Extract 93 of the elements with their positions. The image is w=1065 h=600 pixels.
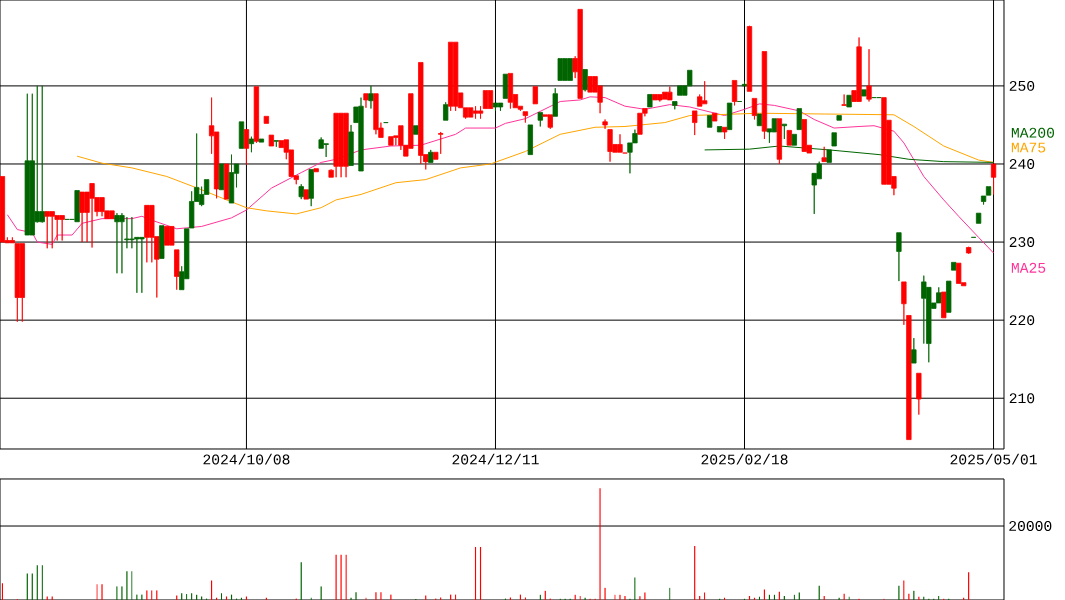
candlestick xyxy=(916,372,922,416)
candlestick xyxy=(263,115,270,124)
candlestick xyxy=(965,246,972,255)
candlestick xyxy=(268,134,274,147)
candlestick xyxy=(443,101,449,121)
candlestick xyxy=(707,115,713,128)
candlestick xyxy=(243,129,250,166)
candlestick xyxy=(975,212,982,224)
y-tick-label: 240 xyxy=(1009,159,1035,169)
candlestick xyxy=(731,80,738,106)
candlestick xyxy=(253,86,260,144)
candlestick xyxy=(527,124,533,155)
x-tick-label: 2025/05/01 xyxy=(950,453,1037,465)
candlestick xyxy=(751,97,758,120)
candlestick xyxy=(482,90,489,109)
candlestick xyxy=(846,94,852,108)
candlestick xyxy=(911,337,917,364)
candlestick xyxy=(418,62,424,165)
series-label: MA25 xyxy=(1011,262,1046,273)
candlestick xyxy=(74,190,80,223)
y-tick-label: 250 xyxy=(1009,80,1035,91)
candlestick xyxy=(741,80,748,87)
candlestick xyxy=(228,154,235,204)
candlestick xyxy=(776,118,783,165)
text: 20000 xyxy=(1009,521,1052,531)
candlestick xyxy=(348,124,354,166)
candlestick xyxy=(941,291,947,319)
candlestick xyxy=(716,126,723,133)
candlestick xyxy=(368,85,374,109)
candlestick xyxy=(0,176,6,243)
y-tick-label: 210 xyxy=(1009,393,1035,404)
candlestick xyxy=(711,112,718,122)
candlestick xyxy=(946,280,952,313)
candlestick xyxy=(248,136,255,153)
candlestick xyxy=(174,249,180,291)
candlestick xyxy=(507,73,514,109)
candlestick xyxy=(477,105,484,120)
y-tick-label: 230 xyxy=(1009,237,1035,248)
candlestick xyxy=(990,163,997,195)
series-label: MA75 xyxy=(1011,142,1046,153)
candlestick xyxy=(487,90,494,109)
candlestick xyxy=(467,107,474,118)
candlestick xyxy=(746,25,753,92)
candlestick xyxy=(896,232,902,282)
text: MA200 xyxy=(1011,127,1055,138)
candlestick xyxy=(647,94,653,108)
candlestick xyxy=(258,138,265,143)
candlestick xyxy=(502,73,509,99)
candlestick xyxy=(413,125,419,135)
candlestick xyxy=(159,225,165,259)
candlestick xyxy=(313,168,319,173)
candlestick xyxy=(781,123,787,140)
candlestick xyxy=(786,130,792,146)
candlestick xyxy=(672,101,678,110)
candlestick xyxy=(428,149,434,163)
candlestick xyxy=(537,112,543,127)
candlestick xyxy=(607,129,613,163)
candlestick xyxy=(303,189,309,200)
candlestick xyxy=(866,48,872,102)
x-tick-label: 2025/02/18 xyxy=(701,453,788,465)
candlestick xyxy=(692,110,698,136)
candlestick xyxy=(308,169,314,207)
candlestick xyxy=(756,113,763,127)
candlestick xyxy=(223,163,230,200)
candlestick xyxy=(951,261,957,271)
candlestick xyxy=(552,87,558,117)
candlestick xyxy=(472,105,479,120)
candlestick xyxy=(796,108,802,131)
y-tick-label: 220 xyxy=(1009,315,1035,326)
candlestick xyxy=(363,93,369,109)
candlestick xyxy=(238,121,245,149)
candlestick xyxy=(726,102,733,131)
candlestick xyxy=(298,183,304,200)
candlestick xyxy=(582,69,588,92)
candlestick xyxy=(532,86,538,105)
candlestick xyxy=(761,51,768,140)
candlestick xyxy=(388,136,394,146)
candlestick xyxy=(861,89,867,97)
candlestick xyxy=(492,102,499,112)
candlestick xyxy=(602,119,608,130)
candlestick xyxy=(836,115,842,121)
candlestick xyxy=(218,163,225,191)
x-tick-label: 2024/10/08 xyxy=(203,453,290,465)
line-series xyxy=(6,96,995,254)
line-series xyxy=(76,112,995,215)
candlestick xyxy=(721,126,728,140)
candlestick xyxy=(821,146,827,163)
candlestick xyxy=(831,132,837,147)
candlestick xyxy=(557,58,563,81)
candlestick xyxy=(273,140,279,148)
x-tick-label: 2024/12/11 xyxy=(452,453,539,465)
candlestick xyxy=(497,102,504,112)
candlestick xyxy=(841,94,847,106)
